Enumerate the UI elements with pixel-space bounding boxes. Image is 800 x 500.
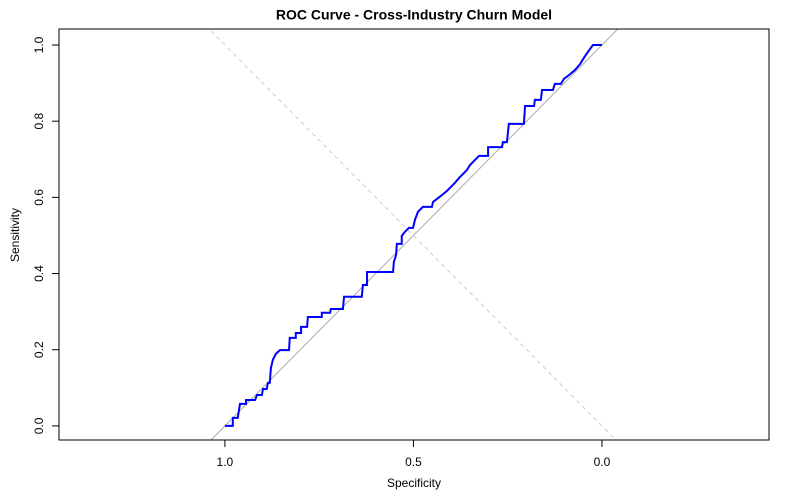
chart-title: ROC Curve - Cross-Industry Churn Model bbox=[276, 7, 552, 23]
chance-line bbox=[210, 29, 619, 440]
x-axis-label: Specificity bbox=[387, 476, 441, 490]
y-tick-label: 0.2 bbox=[32, 341, 46, 358]
y-tick-label: 0.0 bbox=[32, 417, 46, 434]
y-tick-label: 1.0 bbox=[32, 36, 46, 53]
x-tick-label: 0.5 bbox=[405, 455, 422, 469]
crossing-line bbox=[208, 29, 617, 440]
y-tick-label: 0.8 bbox=[32, 113, 46, 130]
roc-curve bbox=[224, 43, 602, 427]
x-tick-label: 1.0 bbox=[217, 455, 234, 469]
plot-box bbox=[58, 28, 770, 441]
x-tick-label: 0.0 bbox=[594, 455, 611, 469]
y-tick-label: 0.6 bbox=[32, 189, 46, 206]
y-axis-label: Sensitivity bbox=[8, 208, 22, 262]
y-tick-label: 0.4 bbox=[32, 265, 46, 282]
